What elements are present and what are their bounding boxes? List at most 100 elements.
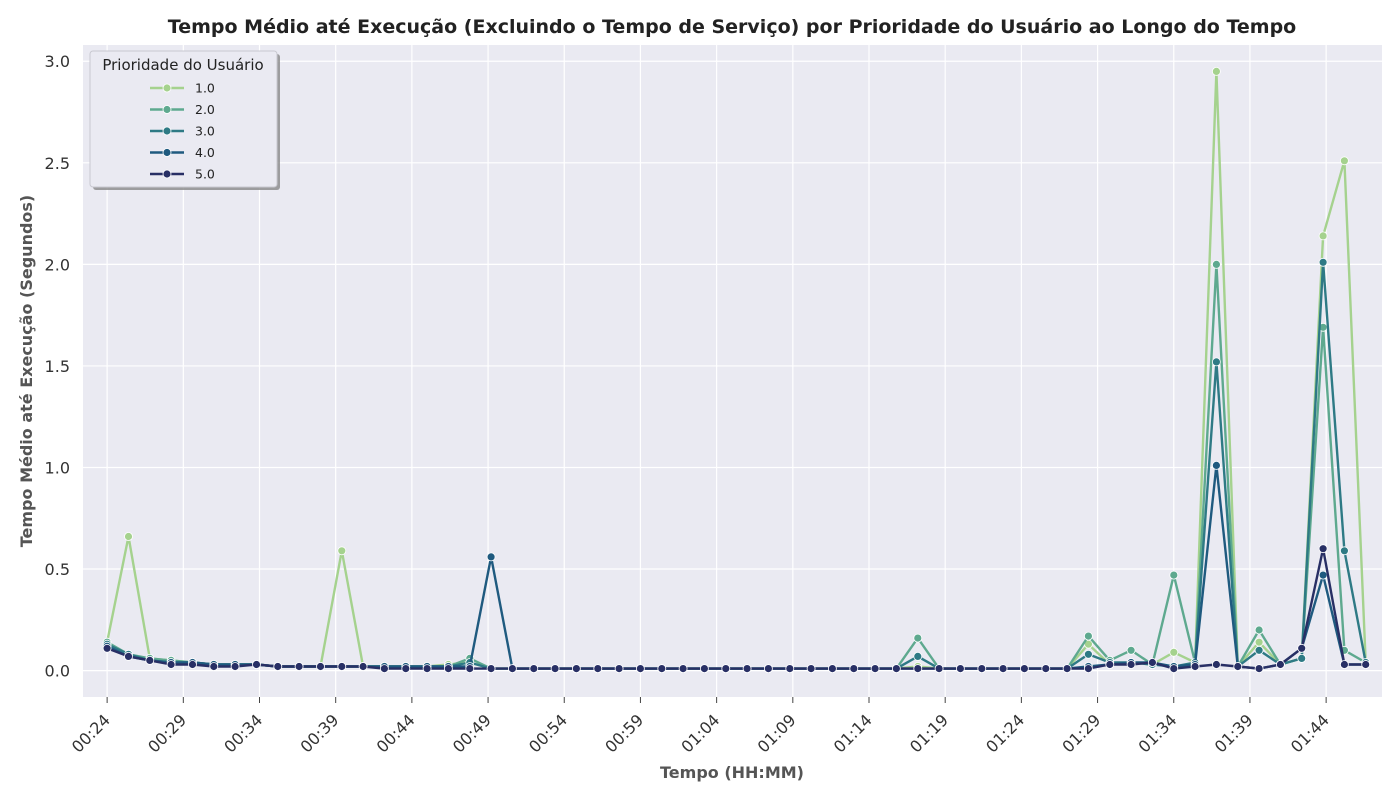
y-axis-ticks: 0.0 0.5 1.0 1.5 2.0 2.5 3.0 [45, 52, 70, 680]
legend-swatch-marker [162, 169, 172, 179]
data-point [572, 664, 581, 673]
x-tick-label: 01:29 [1058, 710, 1104, 756]
x-tick-label: 00:29 [144, 710, 190, 756]
data-point [700, 664, 709, 673]
data-point [230, 662, 240, 671]
data-point [1318, 231, 1328, 241]
data-point [1020, 664, 1029, 673]
data-point [636, 664, 645, 673]
data-point [934, 664, 944, 673]
data-point [337, 546, 347, 556]
data-point [273, 662, 283, 671]
data-point [188, 660, 197, 669]
data-point [721, 664, 731, 673]
data-point [1297, 643, 1307, 653]
legend-item: 4.0 [150, 145, 215, 160]
data-point [1169, 647, 1179, 657]
x-tick-label: 01:19 [906, 710, 952, 756]
data-point [1297, 654, 1307, 663]
x-tick-label: 01:44 [1287, 710, 1333, 756]
data-point [1233, 662, 1243, 671]
data-point [1212, 259, 1221, 269]
series-layer [102, 67, 1371, 673]
chart-title: Tempo Médio até Execução (Excluindo o Te… [168, 16, 1296, 38]
x-tick-label: 00:44 [373, 710, 419, 756]
data-point [806, 664, 816, 673]
legend-swatch-marker [162, 105, 172, 114]
data-point [1148, 658, 1157, 667]
y-tick-label: 0.5 [45, 560, 70, 579]
y-tick-label: 1.5 [45, 357, 70, 376]
data-point [1276, 660, 1285, 669]
legend-item: 1.0 [150, 81, 215, 96]
legend-item: 2.0 [150, 102, 215, 117]
y-axis-label: Tempo Médio até Execução (Segundos) [17, 195, 36, 548]
data-point [913, 633, 923, 643]
x-tick-label: 00:49 [449, 710, 495, 756]
data-point [379, 664, 389, 673]
data-point [1190, 662, 1200, 671]
data-point [529, 664, 539, 673]
data-point [785, 664, 795, 673]
data-point [892, 664, 901, 673]
data-point [1254, 645, 1264, 655]
data-point [401, 664, 411, 673]
data-point [614, 664, 624, 673]
data-point [1212, 357, 1221, 367]
data-point [1254, 625, 1264, 635]
data-point [1084, 664, 1093, 673]
series-5.0 [102, 544, 1371, 673]
legend-box [89, 50, 278, 188]
data-point [1318, 257, 1328, 267]
data-point [1084, 631, 1093, 641]
y-tick-label: 1.0 [45, 458, 70, 477]
legend-label: 2.0 [195, 102, 215, 117]
data-point [828, 664, 837, 673]
data-point [1212, 460, 1221, 470]
legend-label: 4.0 [195, 145, 215, 160]
data-point [657, 664, 667, 673]
data-point [145, 656, 155, 665]
x-axis-ticks: 00:24 00:29 00:34 00:39 00:44 00:49 00:54 00:59… [68, 697, 1333, 756]
plot-background [83, 45, 1382, 697]
x-tick-label: 00:54 [525, 710, 571, 756]
legend-items: 1.0 2.0 3.0 4.0 5.0 [150, 81, 215, 182]
legend-label: 5.0 [195, 167, 215, 182]
legend-item: 5.0 [150, 167, 215, 182]
data-point [465, 664, 475, 673]
data-point [998, 664, 1008, 673]
x-tick-label: 00:24 [68, 710, 114, 756]
data-point [166, 660, 176, 669]
data-point [1169, 664, 1179, 673]
legend-title: Prioridade do Usuário [102, 56, 263, 74]
data-point [422, 664, 432, 673]
data-point [337, 662, 347, 671]
x-tick-label: 01:14 [830, 710, 876, 756]
data-point [443, 664, 453, 673]
data-point [102, 643, 112, 653]
data-point [358, 662, 368, 671]
data-point [849, 664, 859, 673]
data-point [1254, 664, 1264, 673]
data-point [1126, 645, 1136, 655]
data-point [486, 552, 496, 562]
x-tick-label: 01:09 [754, 710, 800, 756]
data-point [508, 664, 517, 673]
legend-swatch-marker [162, 148, 172, 157]
y-tick-label: 3.0 [45, 52, 70, 71]
legend: Prioridade do Usuário 1.0 2.0 3.0 4.0 5.0 [89, 50, 280, 190]
y-tick-label: 2.5 [45, 154, 70, 173]
data-point [316, 662, 325, 671]
x-tick-label: 00:39 [296, 710, 342, 756]
x-tick-label: 01:34 [1135, 710, 1181, 756]
legend-item: 3.0 [150, 124, 215, 139]
legend-label: 3.0 [195, 124, 215, 139]
data-point [977, 664, 987, 673]
data-point [913, 664, 923, 673]
data-point [678, 664, 688, 673]
data-point [550, 664, 560, 673]
data-point [1340, 546, 1349, 556]
data-point [1169, 570, 1179, 580]
data-point [742, 664, 752, 673]
